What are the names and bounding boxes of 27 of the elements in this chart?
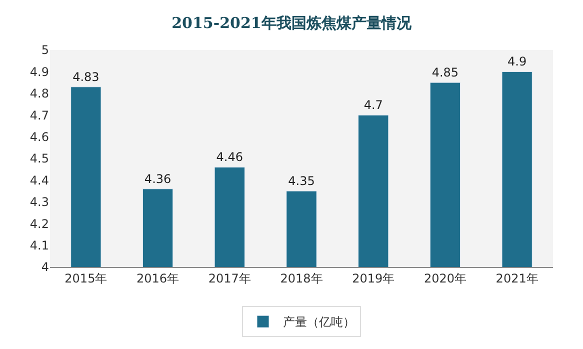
y-tick-label: 4.3 — [30, 195, 49, 210]
data-label: 4.46 — [216, 150, 243, 164]
data-label: 4.7 — [364, 98, 383, 112]
x-tick-label: 2017年 — [208, 271, 251, 286]
x-tick-label: 2016年 — [136, 271, 180, 286]
x-tick-label: 2018年 — [280, 271, 323, 286]
chart-title: 2015-2021年我国炼焦煤产量情况 — [172, 14, 412, 32]
y-tick-label: 4.6 — [30, 130, 49, 144]
x-tick-label: 2019年 — [352, 271, 395, 286]
data-label: 4.35 — [288, 174, 315, 188]
data-label: 4.36 — [144, 172, 172, 186]
data-label: 4.85 — [432, 66, 459, 80]
x-tick-label: 2020年 — [424, 271, 466, 286]
y-tick-label: 4.2 — [30, 216, 49, 231]
y-tick-label: 4.5 — [30, 152, 49, 166]
y-tick-label: 4.1 — [30, 238, 49, 252]
data-label: 4.83 — [72, 70, 100, 84]
y-tick-label: 4.8 — [30, 86, 49, 101]
y-tick-label: 4.4 — [30, 173, 49, 188]
legend-label: 产量（亿吨） — [283, 315, 355, 330]
y-tick-label: 5 — [41, 43, 49, 58]
x-tick-label: 2021年 — [496, 271, 538, 286]
data-label: 4.9 — [508, 54, 527, 69]
y-tick-label: 4 — [41, 260, 49, 274]
y-tick-label: 4.9 — [30, 64, 49, 79]
y-tick-label: 4.7 — [30, 108, 49, 122]
x-tick-label: 2015年 — [64, 271, 108, 286]
